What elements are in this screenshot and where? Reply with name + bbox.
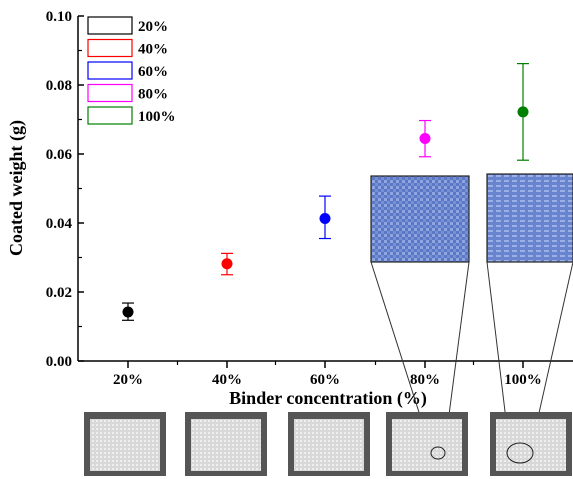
y-axis-ticks: 0.00 0.02 0.04 0.06 0.08 0.10 [46, 9, 84, 370]
legend-swatch [87, 61, 133, 80]
sample-photo [294, 419, 364, 471]
y-tick-label: 0.08 [46, 78, 72, 94]
x-axis-ticks: 20% 40% 60% 80% 100% [113, 361, 542, 388]
sample-photo [90, 419, 160, 471]
x-tick-label: 80% [410, 372, 440, 388]
sample-photo [392, 419, 462, 471]
y-tick-label: 0.00 [46, 354, 72, 370]
legend: 20% 40% 60% 80% 100% [87, 16, 176, 125]
data-point [319, 213, 331, 225]
x-tick-label: 20% [113, 372, 143, 388]
x-tick-label: 40% [212, 372, 242, 388]
magnifier-circle-80 [430, 446, 446, 460]
legend-label: 80% [138, 87, 168, 103]
y-tick-label: 0.02 [46, 285, 72, 301]
y-tick-label: 0.04 [46, 216, 73, 232]
inset-micrograph-100 [486, 173, 573, 263]
data-point [517, 106, 529, 118]
magnifier-circle-100 [506, 442, 534, 464]
legend-swatch [87, 83, 133, 103]
data-point [122, 306, 134, 318]
x-tick-label: 100% [504, 372, 542, 388]
data-point [419, 132, 431, 144]
y-tick-label: 0.10 [46, 9, 72, 25]
legend-swatch [87, 38, 133, 58]
x-tick-label: 60% [310, 372, 340, 388]
sample-photos-row [84, 412, 572, 476]
legend-label: 20% [138, 19, 168, 35]
data-points [122, 106, 529, 318]
data-point [221, 258, 233, 270]
error-bars [122, 63, 529, 321]
legend-label: 60% [138, 64, 168, 80]
y-tick-label: 0.06 [46, 147, 73, 163]
sample-photo [191, 419, 261, 471]
y-axis-title: Coated weight (g) [6, 120, 27, 256]
legend-label: 40% [138, 42, 168, 58]
legend-label: 100% [138, 109, 176, 125]
x-axis-title: Binder concentration (%) [229, 388, 427, 409]
legend-swatch [87, 16, 133, 35]
sample-photo [496, 419, 566, 471]
inset-micrograph-80 [370, 175, 470, 263]
legend-swatch [87, 106, 133, 125]
